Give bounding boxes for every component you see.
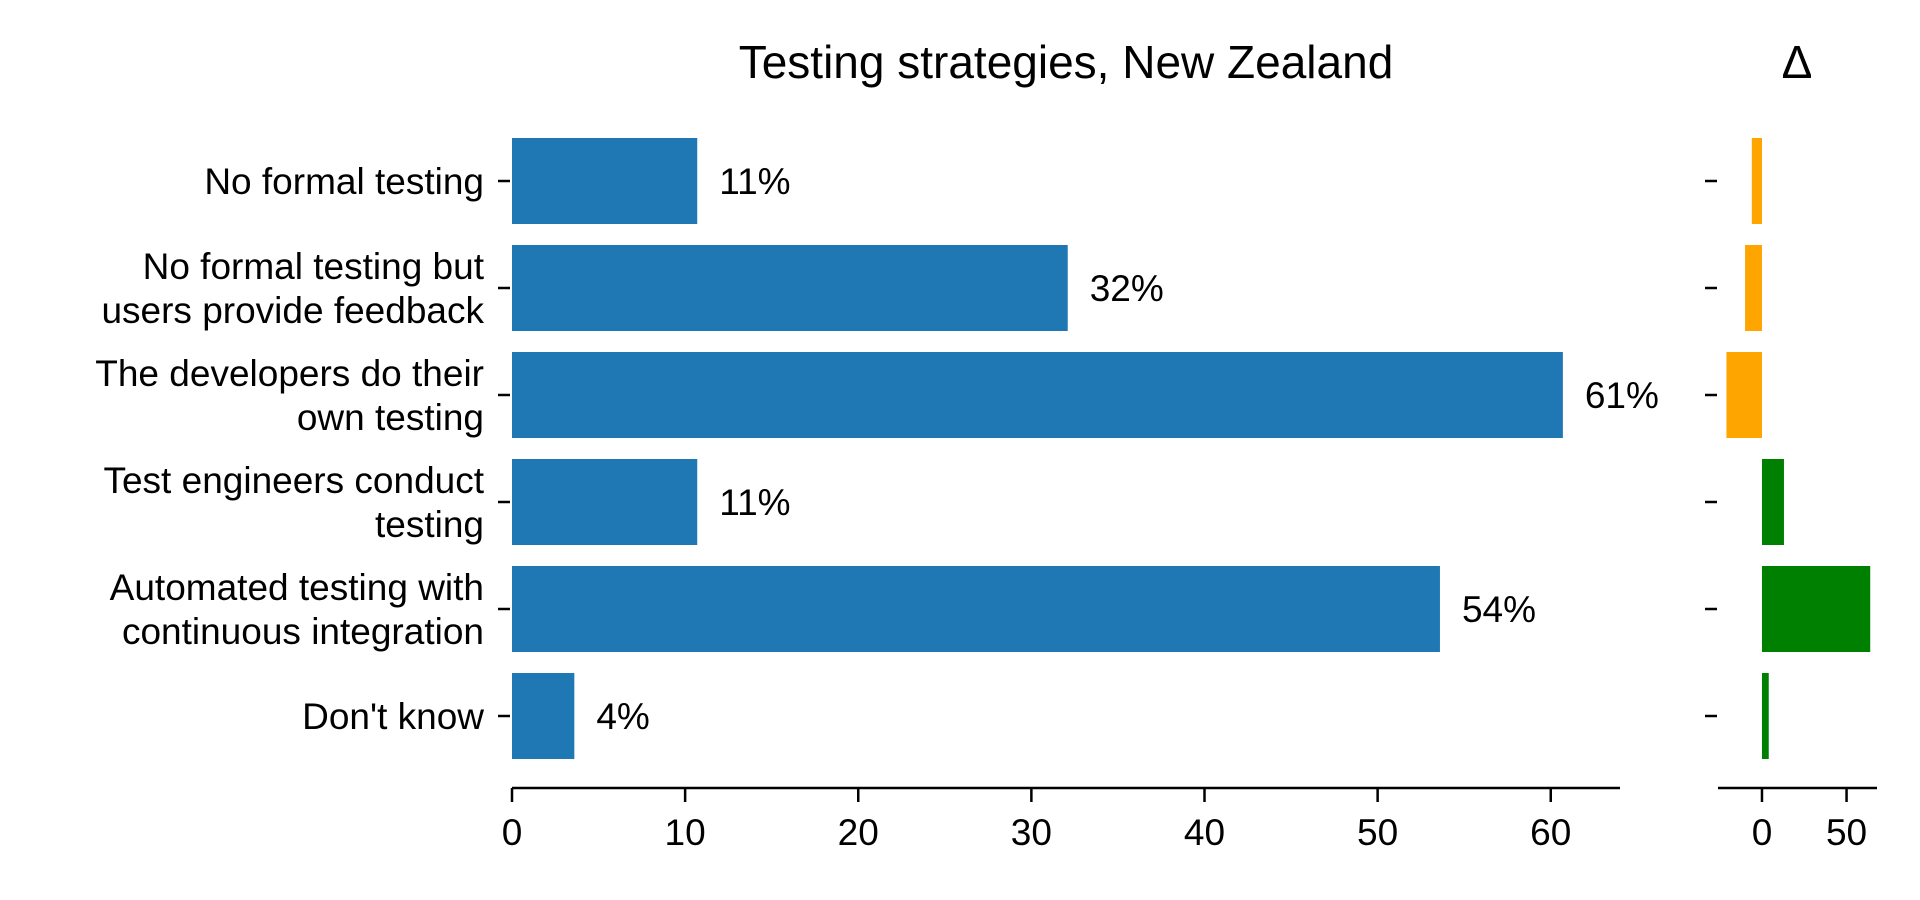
- delta-x-axis: 0 50: [1718, 786, 1877, 853]
- main-bar: [512, 245, 1068, 331]
- category-labels-group: No formal testing No formal testing butus…: [95, 161, 510, 737]
- x-tick-label: 40: [1184, 812, 1225, 853]
- x-tick-label: 0: [502, 812, 523, 853]
- category-label: users provide feedback: [101, 290, 484, 331]
- value-label: 54%: [1462, 589, 1536, 630]
- delta-bar: [1726, 352, 1762, 438]
- category-label: testing: [375, 504, 484, 545]
- value-label: 4%: [596, 696, 649, 737]
- main-bars-group: [512, 138, 1563, 759]
- x-tick-label: 10: [665, 812, 706, 853]
- main-bar: [512, 138, 698, 224]
- category-label: continuous integration: [122, 611, 484, 652]
- category-label: Test engineers conduct: [103, 460, 484, 501]
- main-chart-title: Testing strategies, New Zealand: [739, 36, 1394, 88]
- category-label: No formal testing: [204, 161, 484, 202]
- delta-bar: [1745, 245, 1762, 331]
- category-label: own testing: [297, 397, 484, 438]
- main-bar: [512, 352, 1563, 438]
- x-tick-label: 50: [1357, 812, 1398, 853]
- delta-bar: [1761, 459, 1784, 545]
- delta-chart-title: Δ: [1782, 36, 1813, 88]
- value-label: 61%: [1585, 375, 1659, 416]
- delta-bars-group: [1705, 138, 1871, 759]
- delta-tick-label: 0: [1752, 812, 1773, 853]
- category-label: The developers do their: [95, 353, 484, 394]
- category-label: Automated testing with: [110, 567, 484, 608]
- main-bar: [512, 566, 1440, 652]
- x-tick-label: 30: [1011, 812, 1052, 853]
- category-label: No formal testing but: [143, 246, 485, 287]
- delta-tick-label: 50: [1826, 812, 1867, 853]
- main-x-axis: 0 10 20 30 40 50 60: [502, 786, 1620, 853]
- delta-bar: [1751, 138, 1762, 224]
- delta-bar: [1761, 673, 1769, 759]
- x-tick-label: 60: [1530, 812, 1571, 853]
- value-label: 32%: [1090, 268, 1164, 309]
- category-label: Don't know: [302, 696, 484, 737]
- main-bar: [512, 459, 698, 545]
- value-label: 11%: [719, 482, 790, 523]
- value-label: 11%: [719, 161, 790, 202]
- main-bar: [512, 673, 575, 759]
- x-tick-label: 20: [838, 812, 879, 853]
- value-labels-group: 11% 32% 61% 11% 54% 4%: [596, 161, 1659, 737]
- delta-bar: [1761, 566, 1871, 652]
